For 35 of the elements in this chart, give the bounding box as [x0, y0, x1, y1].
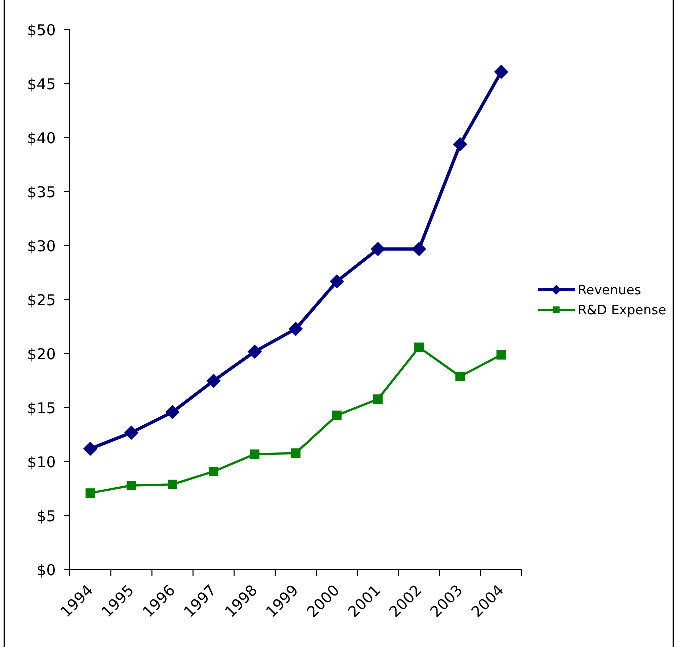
- y-tick-label: $10: [27, 453, 56, 472]
- point: [168, 480, 178, 490]
- point: [250, 450, 260, 460]
- point: [371, 242, 386, 256]
- point: [124, 426, 139, 440]
- point: [291, 448, 301, 458]
- y-tick-label: $0: [36, 561, 56, 580]
- y-tick-label: $40: [27, 129, 56, 148]
- point: [83, 442, 98, 456]
- y-tick-label: $15: [27, 399, 56, 418]
- point: [206, 374, 221, 388]
- point: [209, 466, 219, 476]
- point: [126, 481, 136, 491]
- y-tick-label: $20: [27, 345, 56, 364]
- point: [494, 64, 509, 80]
- point: [456, 372, 466, 382]
- point: [373, 394, 383, 404]
- y-tick-label: $25: [27, 291, 56, 310]
- y-tick-label: $30: [27, 237, 56, 256]
- point: [332, 410, 342, 420]
- y-tick-label: $45: [27, 75, 56, 94]
- point: [453, 137, 468, 152]
- legend-label: R&D Expense: [578, 304, 666, 319]
- y-tick-label: $35: [27, 183, 56, 202]
- point: [166, 405, 180, 420]
- point: [414, 342, 424, 352]
- point: [330, 274, 344, 289]
- y-tick-label: $5: [36, 507, 56, 526]
- legend-label: Revenues: [578, 284, 642, 299]
- point: [248, 344, 262, 359]
- point: [412, 242, 426, 256]
- point: [496, 350, 506, 360]
- point: [288, 322, 304, 336]
- point: [86, 488, 96, 498]
- y-tick-label: $50: [27, 21, 56, 40]
